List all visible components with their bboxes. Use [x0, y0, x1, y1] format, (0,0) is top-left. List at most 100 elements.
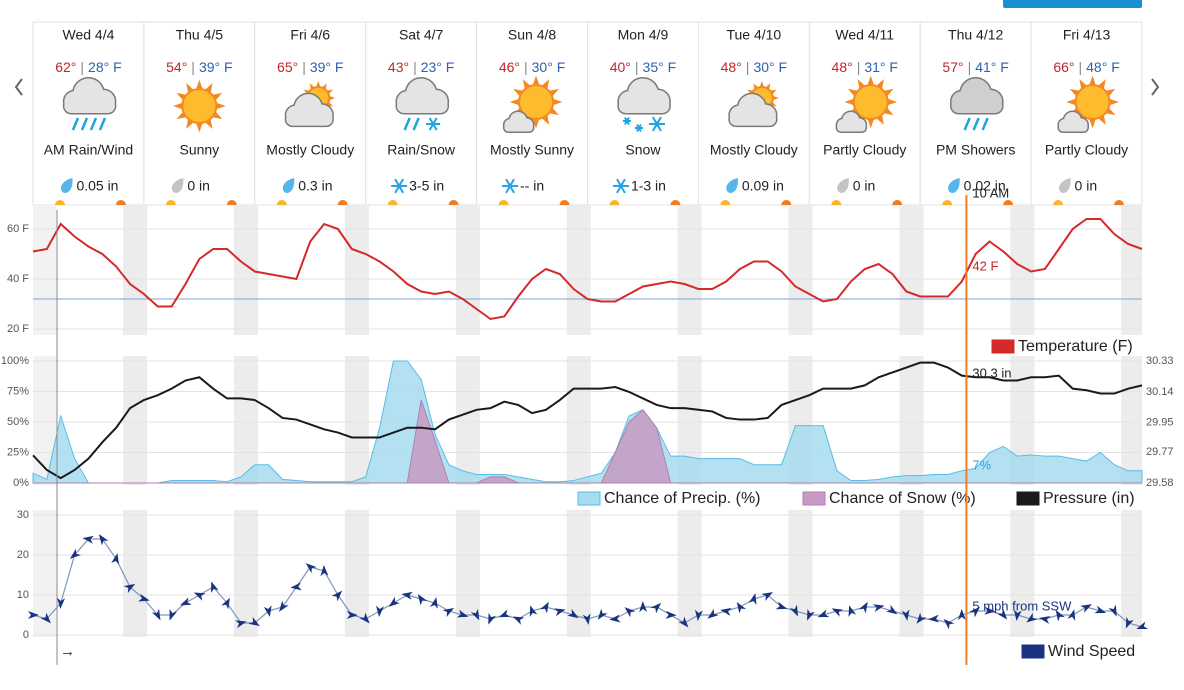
condition: Mostly Sunny	[490, 142, 574, 158]
sun-ray	[553, 98, 563, 106]
wind-marker	[417, 594, 428, 606]
wind-marker	[442, 608, 455, 617]
snowflake-core	[618, 183, 624, 189]
legend-label: Chance of Snow (%)	[829, 490, 976, 507]
day-card: Thu 4/5 54° | 39° F Sunny 0 in	[143, 21, 256, 206]
wind-marker	[943, 618, 955, 630]
sunset-mark	[1114, 200, 1124, 205]
sunrise-mark	[720, 200, 731, 205]
precip-amount: 0.3 in	[298, 178, 332, 194]
wind-marker	[82, 535, 94, 544]
y-tick-label: 100%	[1, 355, 29, 367]
wind-marker	[1013, 609, 1022, 621]
wind-marker	[848, 605, 857, 617]
wind-marker	[639, 601, 648, 613]
high-temp: 65°	[277, 59, 298, 75]
precip-amount: 3-5 in	[409, 178, 444, 194]
y-tick-label: 0	[23, 629, 29, 641]
day-card: Sun 4/8 46° | 30° F Mostly Sunny -- in	[476, 21, 589, 206]
line	[32, 361, 1143, 480]
top-button[interactable]	[1003, 0, 1142, 8]
night-band	[455, 356, 480, 485]
sunrise-mark	[387, 200, 398, 205]
temps: 43° | 23° F	[388, 59, 454, 75]
precip-amount: 0.09 in	[742, 178, 784, 194]
wind-marker	[928, 614, 940, 623]
wind-marker	[707, 608, 719, 619]
sun-ray	[196, 79, 203, 89]
high-temp: 48°	[721, 59, 742, 75]
sun-disc	[852, 84, 889, 120]
sunrise-mark	[276, 200, 287, 205]
night-band	[234, 356, 259, 485]
temps: 48° | 30° F	[721, 59, 787, 75]
wind-marker	[997, 608, 1008, 620]
snowflake-core	[431, 121, 436, 127]
rain-drop	[89, 117, 98, 131]
day-label: Tue 4/10	[726, 27, 781, 43]
legend-label: Wind Speed	[1048, 643, 1135, 660]
y-tick-label: 60 F	[7, 223, 29, 235]
cloud-fill	[504, 123, 533, 132]
wind-marker	[1125, 616, 1134, 629]
wind-marker	[539, 601, 549, 614]
wind-marker	[401, 591, 413, 600]
wind-marker	[582, 613, 591, 625]
sun-ray	[867, 75, 874, 85]
wind-marker	[831, 608, 844, 617]
wind-marker	[137, 593, 150, 602]
sun-ray	[1066, 98, 1075, 106]
sun-ray	[1110, 98, 1119, 106]
high-temp: 62°	[55, 59, 76, 75]
wind-marker	[98, 534, 109, 546]
drop-icon	[171, 178, 184, 193]
snowflake-core	[637, 126, 641, 130]
drop-icon	[948, 178, 960, 193]
wind-marker	[1039, 616, 1051, 624]
wind-marker	[235, 620, 247, 629]
drop-icon	[837, 178, 849, 193]
sun-ray	[173, 102, 182, 110]
temp-separator: |	[191, 59, 195, 75]
temps: 66° | 48° F	[1053, 59, 1119, 75]
sunrise-mark	[831, 200, 842, 205]
day-card: Sat 4/7 43° | 23° F Rain/Snow 3-5 in	[365, 21, 478, 206]
day-card: Fri 4/6 65° | 39° F Mostly Cloudy 0.3 in	[254, 21, 367, 206]
temps: 54° | 39° F	[166, 59, 232, 75]
annotation: 42 F	[972, 258, 998, 273]
night-band	[1010, 205, 1035, 335]
day-label: Mon 4/9	[618, 27, 669, 43]
annotation: 30.3 in	[972, 365, 1011, 380]
line	[32, 218, 1143, 321]
sunrise-mark	[1053, 200, 1064, 205]
wind-marker	[57, 597, 66, 609]
wind-marker	[957, 609, 966, 621]
wind-marker	[789, 604, 798, 617]
legend-label: Temperature (F)	[1018, 338, 1133, 355]
annotation: 5 mph from SSW	[972, 598, 1072, 613]
wind-marker	[817, 609, 830, 618]
next-arrow[interactable]	[1151, 78, 1160, 96]
wind-marker	[248, 616, 260, 627]
sunset-mark	[448, 200, 459, 205]
night-band	[455, 510, 480, 637]
sun-ray	[773, 96, 779, 100]
high-temp: 54°	[166, 59, 187, 75]
sun-ray	[329, 96, 336, 100]
precip-amount: 1-3 in	[631, 178, 666, 194]
precip-amount: 0 in	[1075, 178, 1098, 194]
wind-marker	[320, 565, 329, 577]
cloud-fill	[1058, 123, 1088, 132]
cloud-fill	[397, 99, 448, 113]
y2-tick-label: 29.95	[1146, 417, 1174, 429]
snowflake-core	[625, 119, 629, 123]
temp-separator: |	[302, 59, 306, 75]
drop-icon	[1059, 178, 1071, 193]
y-tick-label: 20 F	[7, 323, 29, 335]
wind-marker	[678, 616, 689, 628]
low-temp: 31° F	[864, 59, 898, 75]
y-tick-label: 20	[17, 549, 29, 561]
wind-marker	[901, 609, 910, 621]
day-label: Sun 4/8	[508, 27, 556, 43]
prev-arrow[interactable]	[14, 78, 23, 96]
